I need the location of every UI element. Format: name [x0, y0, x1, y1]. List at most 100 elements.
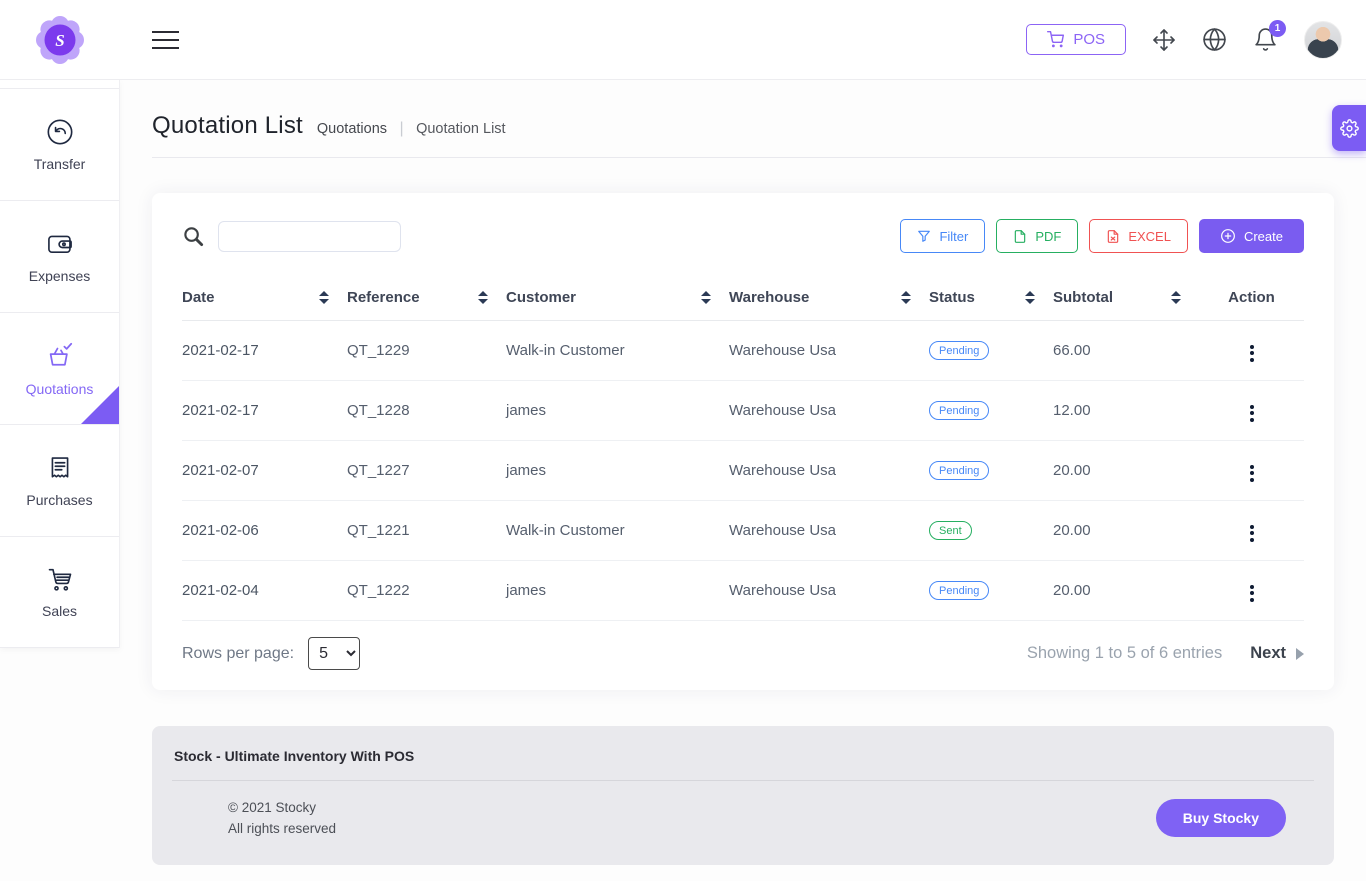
sort-icon[interactable]: [319, 291, 329, 304]
cell-reference: QT_1228: [347, 380, 506, 441]
move-arrows-icon: [1153, 28, 1175, 51]
sidebar-item-purchases[interactable]: Purchases: [0, 424, 119, 536]
next-page-label: Next: [1250, 644, 1286, 662]
sort-icon[interactable]: [701, 291, 711, 304]
cell-warehouse: Warehouse Usa: [729, 440, 929, 501]
sidebar-item-transfer[interactable]: Transfer: [0, 88, 119, 200]
status-badge: Sent: [929, 521, 972, 541]
table-row: 2021-02-06 QT_1221 Walk-in Customer Ware…: [182, 500, 1304, 561]
cell-date: 2021-02-17: [182, 380, 347, 441]
column-header-action: Action: [1228, 289, 1275, 306]
sidebar-item-expenses[interactable]: Expenses: [0, 200, 119, 312]
top-header: S POS: [0, 0, 1366, 80]
pos-button-label: POS: [1073, 31, 1105, 48]
search-input[interactable]: [218, 220, 401, 252]
cell-subtotal: 12.00: [1053, 380, 1199, 441]
create-button[interactable]: Create: [1198, 219, 1304, 253]
transfer-icon: [47, 119, 72, 144]
bell-icon: [1255, 28, 1276, 51]
language-button[interactable]: [1202, 27, 1227, 52]
row-actions-menu-icon[interactable]: [1242, 521, 1262, 546]
basket-check-icon: [49, 342, 72, 366]
footer-rights: All rights reserved: [228, 821, 337, 836]
cell-date: 2021-02-06: [182, 500, 347, 561]
column-header-reference[interactable]: Reference: [347, 289, 420, 306]
status-badge: Pending: [929, 401, 990, 421]
svg-text:S: S: [55, 31, 64, 50]
create-button-label: Create: [1243, 228, 1283, 244]
cell-subtotal: 20.00: [1053, 500, 1199, 561]
row-actions-menu-icon[interactable]: [1242, 581, 1262, 606]
sort-icon[interactable]: [1171, 291, 1181, 304]
breadcrumb: Quotations | Quotation List: [317, 120, 506, 138]
cell-reference: QT_1221: [347, 500, 506, 561]
cart-icon: [1047, 31, 1065, 48]
fullscreen-button[interactable]: [1152, 28, 1176, 52]
rows-per-page-label: Rows per page:: [182, 644, 295, 662]
footer-divider: [172, 780, 1314, 781]
table-row: 2021-02-17 QT_1228 james Warehouse Usa P…: [182, 380, 1304, 441]
row-actions-menu-icon[interactable]: [1242, 341, 1262, 366]
sidebar-item-sales[interactable]: Sales: [0, 536, 119, 648]
sidebar-item-label: Sales: [41, 603, 78, 619]
cell-warehouse: Warehouse Usa: [729, 500, 929, 561]
app-logo[interactable]: S: [34, 14, 86, 66]
page-title: Quotation List: [152, 112, 303, 139]
pos-button[interactable]: POS: [1026, 24, 1126, 55]
cell-customer: james: [506, 380, 729, 441]
cell-reference: QT_1227: [347, 440, 506, 501]
status-badge: Pending: [929, 461, 990, 481]
next-page-button[interactable]: Next: [1250, 644, 1304, 663]
menu-toggle-icon[interactable]: [152, 25, 179, 55]
row-actions-menu-icon[interactable]: [1242, 461, 1262, 486]
cell-warehouse: Warehouse Usa: [729, 560, 929, 621]
column-header-date[interactable]: Date: [182, 289, 215, 306]
rows-per-page-select[interactable]: 5: [308, 637, 361, 670]
sort-icon[interactable]: [478, 291, 488, 304]
avatar[interactable]: [1304, 20, 1342, 59]
funnel-icon: [918, 230, 931, 242]
quotations-table: Date Reference Customer Warehouse Status…: [182, 281, 1304, 621]
footer-title: Stock - Ultimate Inventory With POS: [174, 748, 415, 764]
notification-badge: 1: [1269, 20, 1286, 37]
cell-date: 2021-02-17: [182, 320, 347, 381]
sidebar-item-label: Expenses: [28, 267, 91, 284]
excel-export-button[interactable]: EXCEL: [1089, 219, 1188, 253]
breadcrumb-current: Quotation List: [416, 121, 506, 137]
cell-reference: QT_1229: [347, 320, 506, 381]
notifications-button[interactable]: [1253, 27, 1278, 52]
cell-customer: Walk-in Customer: [506, 320, 729, 381]
theme-settings-button[interactable]: [1332, 105, 1366, 151]
breadcrumb-parent[interactable]: Quotations: [316, 121, 388, 137]
status-badge: Pending: [929, 341, 990, 361]
file-excel-icon: [1108, 229, 1119, 243]
column-header-subtotal[interactable]: Subtotal: [1053, 289, 1113, 306]
file-pdf-icon: [1015, 229, 1026, 243]
column-header-customer[interactable]: Customer: [506, 289, 577, 306]
cart-icon: [48, 568, 71, 591]
title-divider: [152, 157, 1366, 158]
sidebar-item-label: Quotations: [25, 380, 94, 397]
sort-icon[interactable]: [1025, 291, 1035, 304]
cell-customer: Walk-in Customer: [506, 500, 729, 561]
chevron-right-icon: [1296, 647, 1304, 660]
buy-stocky-button[interactable]: Buy Stocky: [1155, 799, 1286, 837]
table-row: 2021-02-07 QT_1227 james Warehouse Usa P…: [182, 440, 1304, 501]
sidebar: Transfer Expenses Quotations Purchases: [0, 80, 120, 648]
cell-warehouse: Warehouse Usa: [729, 380, 929, 441]
logo-flower-icon: S: [36, 15, 84, 64]
sidebar-item-quotations[interactable]: Quotations: [0, 312, 119, 424]
cell-subtotal: 20.00: [1053, 440, 1199, 501]
row-actions-menu-icon[interactable]: [1242, 401, 1262, 426]
table-header-row: Date Reference Customer Warehouse Status…: [182, 281, 1304, 321]
column-header-warehouse[interactable]: Warehouse: [729, 289, 810, 306]
wallet-icon: [47, 235, 72, 253]
sidebar-item-label: Purchases: [26, 491, 93, 508]
search-icon: [184, 226, 204, 246]
filter-button[interactable]: Filter: [900, 219, 986, 253]
showing-entries-text: Showing 1 to 5 of 6 entries: [1026, 644, 1223, 662]
sort-icon[interactable]: [901, 291, 911, 304]
pdf-export-button[interactable]: PDF: [996, 219, 1079, 253]
column-header-status[interactable]: Status: [929, 289, 975, 306]
gear-icon: [1339, 118, 1359, 138]
